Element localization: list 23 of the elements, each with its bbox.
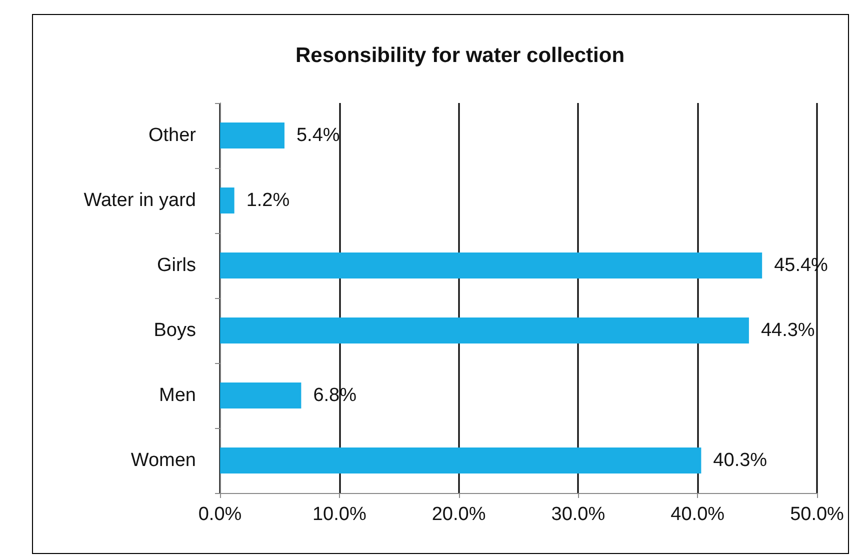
x-tick-label: 0.0%	[198, 504, 242, 525]
x-tick-label: 40.0%	[670, 504, 725, 525]
chart-title: Resonsibility for water collection	[295, 44, 625, 67]
x-tick-label: 50.0%	[790, 504, 844, 525]
x-tick-label: 30.0%	[551, 504, 606, 525]
data-label: 5.4%	[296, 125, 340, 146]
data-label: 44.3%	[760, 320, 815, 341]
bar	[220, 188, 234, 214]
y-tick-label: Boys	[154, 320, 196, 341]
x-tick-label: 20.0%	[432, 504, 486, 525]
y-tick-label: Girls	[156, 255, 196, 276]
bar	[220, 122, 284, 148]
data-label: 40.3%	[713, 450, 768, 471]
y-tick-label: Other	[148, 125, 197, 146]
y-tick-label: Women	[130, 450, 196, 471]
bar	[220, 382, 302, 408]
bar	[220, 448, 702, 474]
y-tick-label: Men	[159, 385, 196, 406]
data-label: 1.2%	[246, 190, 290, 211]
x-tick-label: 10.0%	[312, 504, 366, 525]
bar	[220, 252, 762, 278]
bar	[220, 318, 749, 344]
y-tick-label: Water in yard	[84, 190, 196, 211]
